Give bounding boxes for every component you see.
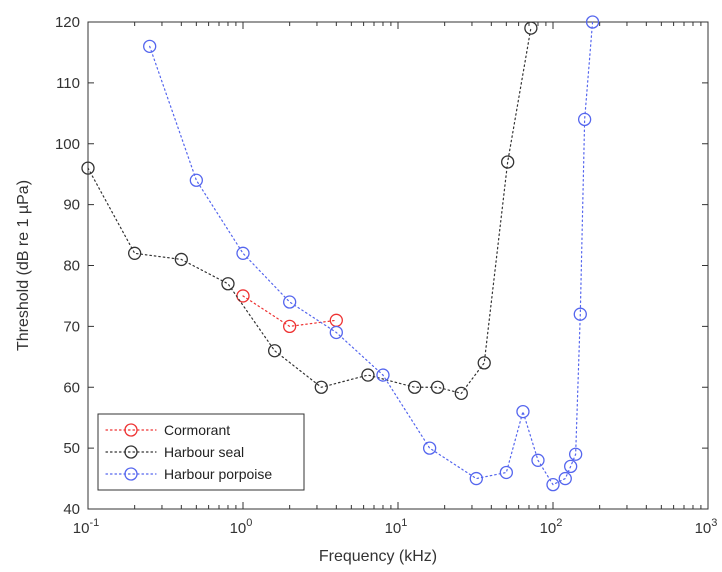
x-tick-label-exponent: 1 [401, 517, 407, 529]
x-tick-label: 10-1 [73, 517, 99, 537]
data-point [558, 471, 572, 486]
legend-item: Harbour porpoise [105, 466, 272, 482]
x-axis-label: Frequency (kHz) [319, 548, 437, 565]
x-tick-label-base: 10 [695, 520, 712, 537]
data-point [477, 356, 491, 370]
data-point [531, 453, 545, 467]
data-point [283, 319, 297, 334]
x-tick-label: 102 [540, 517, 563, 537]
data-point [499, 465, 513, 480]
legend-marker [124, 445, 138, 459]
data-point [568, 447, 583, 461]
data-point [267, 344, 282, 358]
data-point [469, 471, 483, 486]
data-point [430, 380, 445, 394]
x-tick-label-exponent: 2 [556, 517, 562, 529]
data-point [524, 21, 538, 35]
x-tick-label: 103 [695, 517, 718, 537]
x-tick-label-exponent: -1 [89, 517, 99, 529]
legend-label: Cormorant [164, 422, 230, 438]
y-tick-label: 50 [63, 440, 80, 457]
data-point [501, 155, 515, 169]
data-point [454, 386, 468, 400]
data-point [128, 246, 142, 260]
x-tick-label-base: 10 [230, 520, 247, 537]
x-tick-label: 101 [385, 517, 408, 537]
y-tick-label: 110 [56, 75, 80, 92]
series-1 [81, 21, 538, 400]
legend-label: Harbour seal [164, 444, 244, 460]
x-tick-label-base: 10 [73, 520, 90, 537]
y-tick-label: 60 [63, 379, 80, 396]
data-point [143, 39, 157, 53]
data-point [81, 161, 95, 175]
x-tick-label-exponent: 0 [246, 517, 252, 529]
y-tick-label: 90 [63, 197, 80, 214]
data-point [407, 380, 422, 394]
legend-box [97, 413, 305, 491]
data-point [221, 277, 235, 291]
y-tick-label: 80 [63, 258, 80, 275]
data-point [361, 368, 375, 382]
data-point [329, 325, 343, 340]
y-tick-label: 100 [55, 136, 80, 153]
x-tick-label: 100 [230, 517, 253, 537]
legend-item: Cormorant [105, 422, 230, 438]
x-tick-label-base: 10 [385, 520, 402, 537]
data-point [236, 246, 250, 260]
legend-label: Harbour porpoise [164, 466, 272, 482]
y-tick-label: 70 [63, 318, 80, 335]
legend-marker [124, 423, 138, 437]
data-point [422, 441, 437, 455]
series-2 [143, 15, 600, 492]
data-point [546, 477, 560, 492]
legend-item: Harbour seal [105, 444, 244, 460]
x-tick-label-base: 10 [540, 520, 557, 537]
series-line [87, 27, 532, 395]
data-point [516, 404, 530, 419]
y-tick-label: 40 [63, 501, 80, 518]
data-point [564, 459, 578, 474]
y-axis-label: Threshold (dB re 1 µPa) [15, 180, 32, 351]
data-point [283, 295, 297, 309]
series-line [149, 21, 594, 486]
data-point [174, 252, 188, 267]
data-point [585, 15, 600, 29]
legend-marker [124, 467, 138, 481]
data-point [376, 368, 390, 382]
data-point [189, 173, 203, 187]
data-point [573, 307, 587, 321]
data-point [314, 380, 328, 394]
x-tick-label-exponent: 3 [711, 517, 717, 529]
data-point [577, 112, 592, 127]
y-tick-label: 120 [55, 14, 80, 31]
